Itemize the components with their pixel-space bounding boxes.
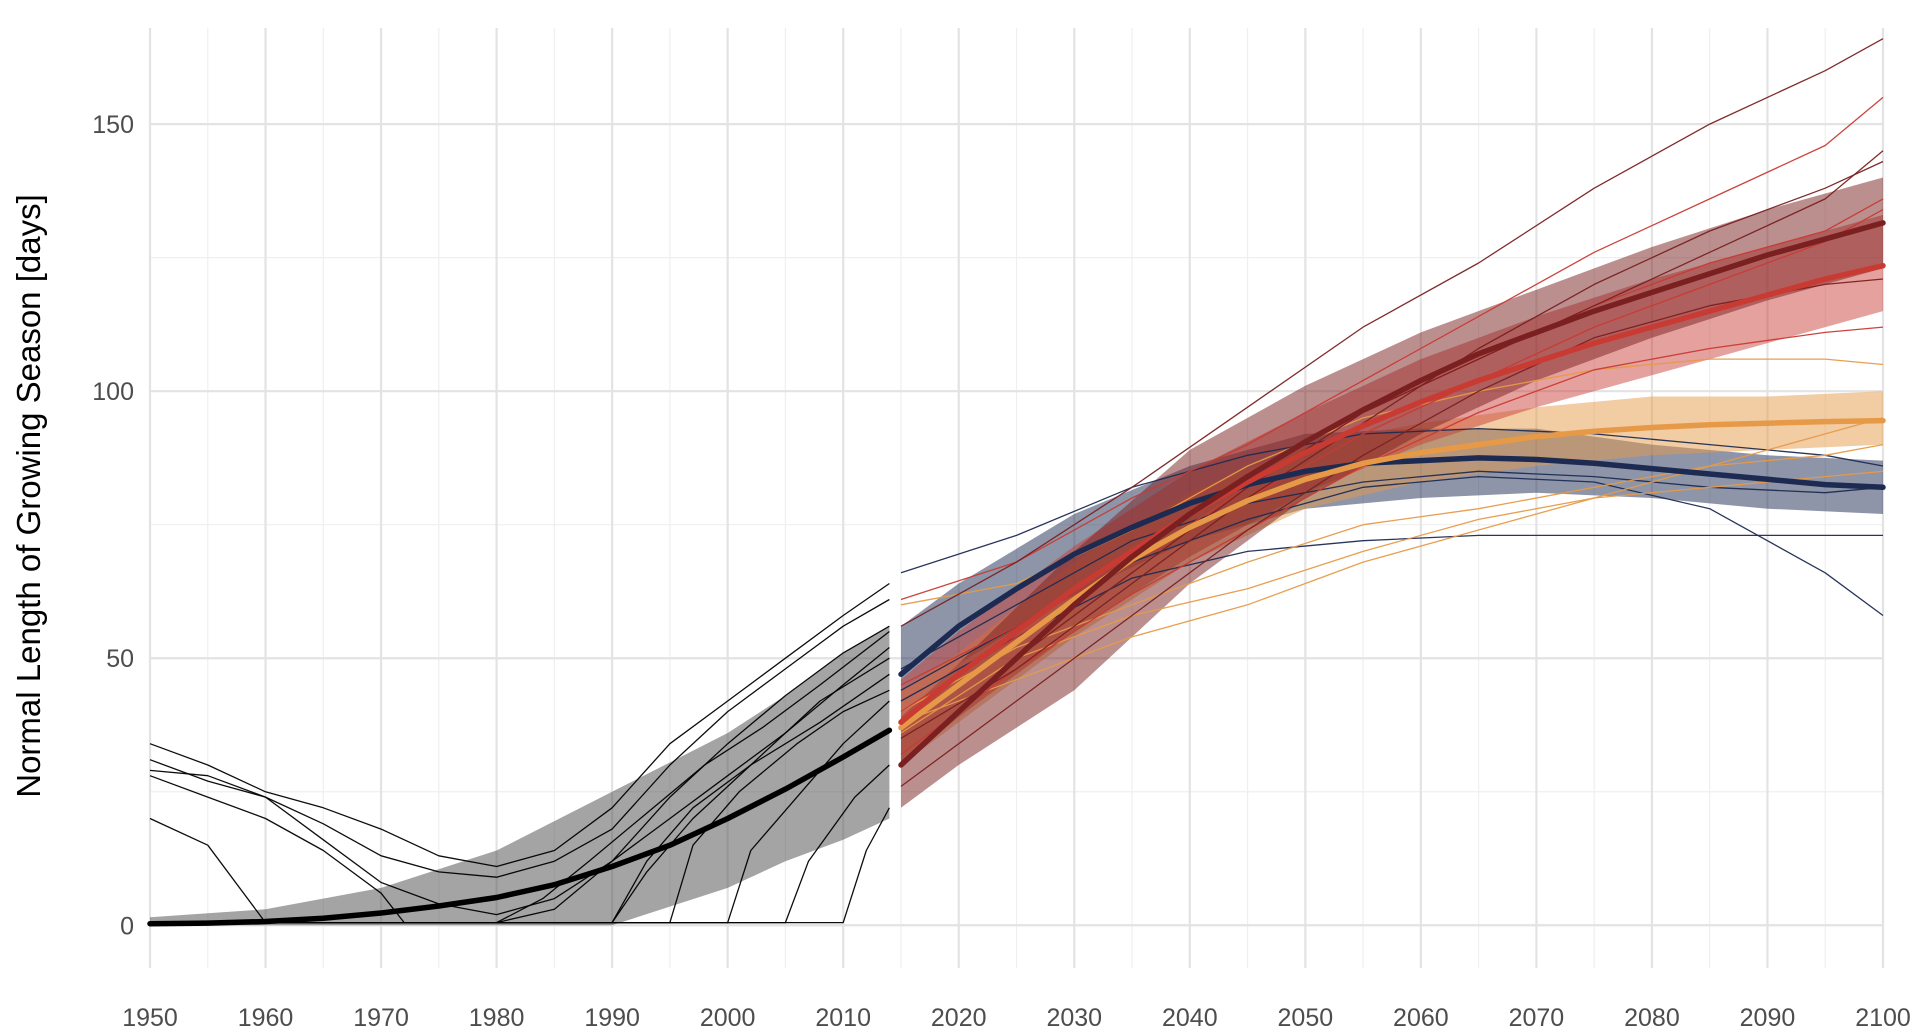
mean-line-red	[898, 262, 1886, 726]
member-line-red	[900, 209, 1884, 686]
mean-line-historical	[147, 727, 893, 927]
x-tick-label: 2030	[1046, 1004, 1102, 1030]
x-tick-label: 1960	[238, 1004, 294, 1030]
x-tick-label: 2100	[1855, 1004, 1911, 1030]
member-line-darkred	[900, 160, 1884, 739]
band-darkred	[901, 177, 1883, 808]
mean-line-orange	[898, 417, 1886, 731]
mean-line-navy	[898, 455, 1886, 678]
member-line-historical	[149, 625, 890, 916]
uncertainty-bands	[150, 177, 1883, 926]
member-line-navy	[900, 470, 1884, 670]
x-tick-label: 2080	[1624, 1004, 1680, 1030]
member-line-red	[900, 326, 1884, 755]
x-tick-label: 2040	[1162, 1004, 1218, 1030]
x-tick-label: 1950	[122, 1004, 178, 1030]
member-line-darkred	[900, 38, 1884, 627]
ensemble-mean-lines	[147, 220, 1886, 927]
band-red	[901, 214, 1883, 765]
member-line-red	[900, 96, 1884, 601]
x-tick-label: 2070	[1509, 1004, 1565, 1030]
x-tick-label: 1980	[469, 1004, 525, 1030]
y-axis-label: Normal Length of Growing Season [days]	[10, 194, 47, 798]
y-tick-label: 50	[106, 645, 134, 673]
y-tick-label: 150	[92, 111, 134, 139]
member-line-historical	[149, 582, 890, 868]
band-historical	[150, 626, 890, 926]
x-tick-label: 2020	[931, 1004, 987, 1030]
x-tick-label: 2050	[1278, 1004, 1334, 1030]
y-tick-label: 0	[120, 912, 134, 940]
y-tick-label: 100	[92, 378, 134, 406]
ensemble-member-lines	[149, 38, 1884, 924]
x-tick-label: 1970	[353, 1004, 409, 1030]
x-tick-label: 2010	[815, 1004, 871, 1030]
x-tick-label: 1990	[584, 1004, 640, 1030]
x-tick-label: 2060	[1393, 1004, 1449, 1030]
x-tick-label: 2090	[1740, 1004, 1796, 1030]
axis-tick-labels: 1950 1960 1970 1980 1990 2000 2010 2020 2030 2040…	[92, 111, 1911, 1030]
member-line-historical	[150, 630, 890, 924]
grid-layer	[148, 28, 1885, 968]
member-line-historical	[149, 598, 890, 878]
mean-line-darkred	[898, 220, 1886, 768]
member-line-historical	[150, 807, 890, 924]
x-tick-label: 2000	[700, 1004, 756, 1030]
